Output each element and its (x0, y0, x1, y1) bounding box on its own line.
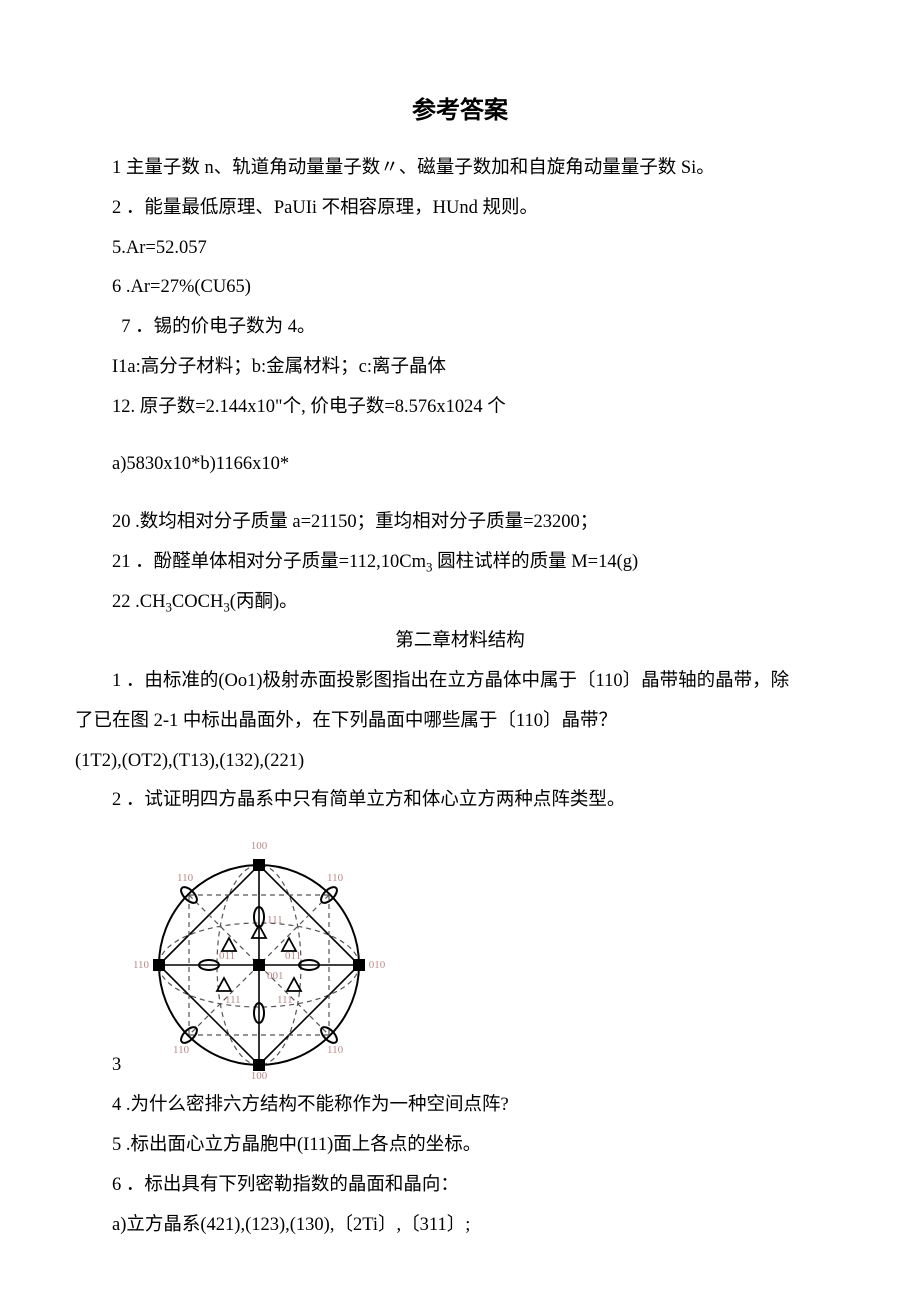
answer-line-21: 21 ．酚醛单体相对分子质量=112,10Cm3 圆柱试样的质量 M=14(g) (75, 543, 845, 583)
ch2-q5: 5 .标出面心立方晶胞中(I11)面上各点的坐标。 (75, 1126, 845, 1166)
svg-text:110: 110 (177, 872, 194, 884)
svg-text:001: 001 (267, 970, 284, 982)
chapter-2-title: 第二章材料结构 (75, 622, 845, 662)
svg-text:011: 011 (285, 950, 301, 962)
page-title: 参考答案 (75, 90, 845, 125)
text-fragment: 圆柱试样的质量 M=14(g) (432, 552, 638, 572)
text-fragment: 22 .CH (112, 592, 165, 612)
svg-text:110: 110 (327, 1044, 344, 1056)
ch2-q1-line1: 1 ．由标准的(Oo1)极射赤面投影图指出在立方晶体中属于〔110〕晶带轴的晶带… (75, 662, 845, 702)
stereographic-projection-diagram: 100 100 110 010 110 110 110 110 111 011 011 111 111 0… (129, 827, 389, 1082)
ch2-q1-line2: 了已在图 2-1 中标出晶面外，在下列晶面中哪些属于〔110〕晶带？ (75, 702, 845, 742)
svg-text:110: 110 (327, 872, 344, 884)
svg-text:010: 010 (369, 959, 386, 971)
ch2-q2: 2 ．试证明四方晶系中只有简单立方和体心立方两种点阵类型。 (75, 781, 845, 821)
ch2-q6: 6 ．标出具有下列密勒指数的晶面和晶向： (75, 1166, 845, 1206)
svg-text:100: 100 (251, 840, 268, 852)
ch2-q4: 4 .为什么密排六方结构不能称作为一种空间点阵? (75, 1086, 845, 1126)
svg-text:111: 111 (267, 914, 283, 926)
text-fragment: (丙酮)。 (230, 592, 298, 612)
ch2-q1-line3: (1T2),(OT2),(T13),(132),(221) (75, 742, 845, 782)
answer-line-2: 2 ．能量最低原理、PaUIi 不相容原理，HUnd 规则。 (75, 189, 845, 229)
svg-text:111: 111 (225, 994, 241, 1006)
answer-line-22: 22 .CH3COCH3(丙酮)。 (75, 583, 845, 623)
answer-line-5: 5.Ar=52.057 (75, 229, 845, 269)
answer-line-11: I1a:高分子材料；b:金属材料；c:离子晶体 (75, 348, 845, 388)
ch2-q6a: a)立方晶系(421),(123),(130),〔2Ti〕,〔311〕; (75, 1206, 845, 1246)
svg-text:100: 100 (251, 1070, 268, 1082)
svg-text:110: 110 (173, 1044, 190, 1056)
ch2-q3-number: 3 (75, 1055, 121, 1082)
text-fragment: 21 ．酚醛单体相对分子质量=112,10Cm (112, 552, 426, 572)
answer-line-7: 7 ．锡的价电子数为 4。 (75, 308, 845, 348)
answer-line-12: 12. 原子数=2.144x10"个, 价电子数=8.576x1024 个 (75, 388, 845, 428)
answer-line-6: 6 .Ar=27%(CU65) (75, 268, 845, 308)
svg-text:111: 111 (277, 994, 293, 1006)
text-fragment: COCH (172, 592, 223, 612)
svg-text:110: 110 (133, 959, 150, 971)
svg-text:011: 011 (219, 950, 235, 962)
answer-line-1: 1 主量子数 n、轨道角动量量子数〃、磁量子数加和自旋角动量量子数 Si。 (75, 149, 845, 189)
answer-line-a: a)5830x10*b)1166x10* (75, 445, 845, 485)
answer-line-20: 20 .数均相对分子质量 a=21150；重均相对分子质量=23200； (75, 503, 845, 543)
